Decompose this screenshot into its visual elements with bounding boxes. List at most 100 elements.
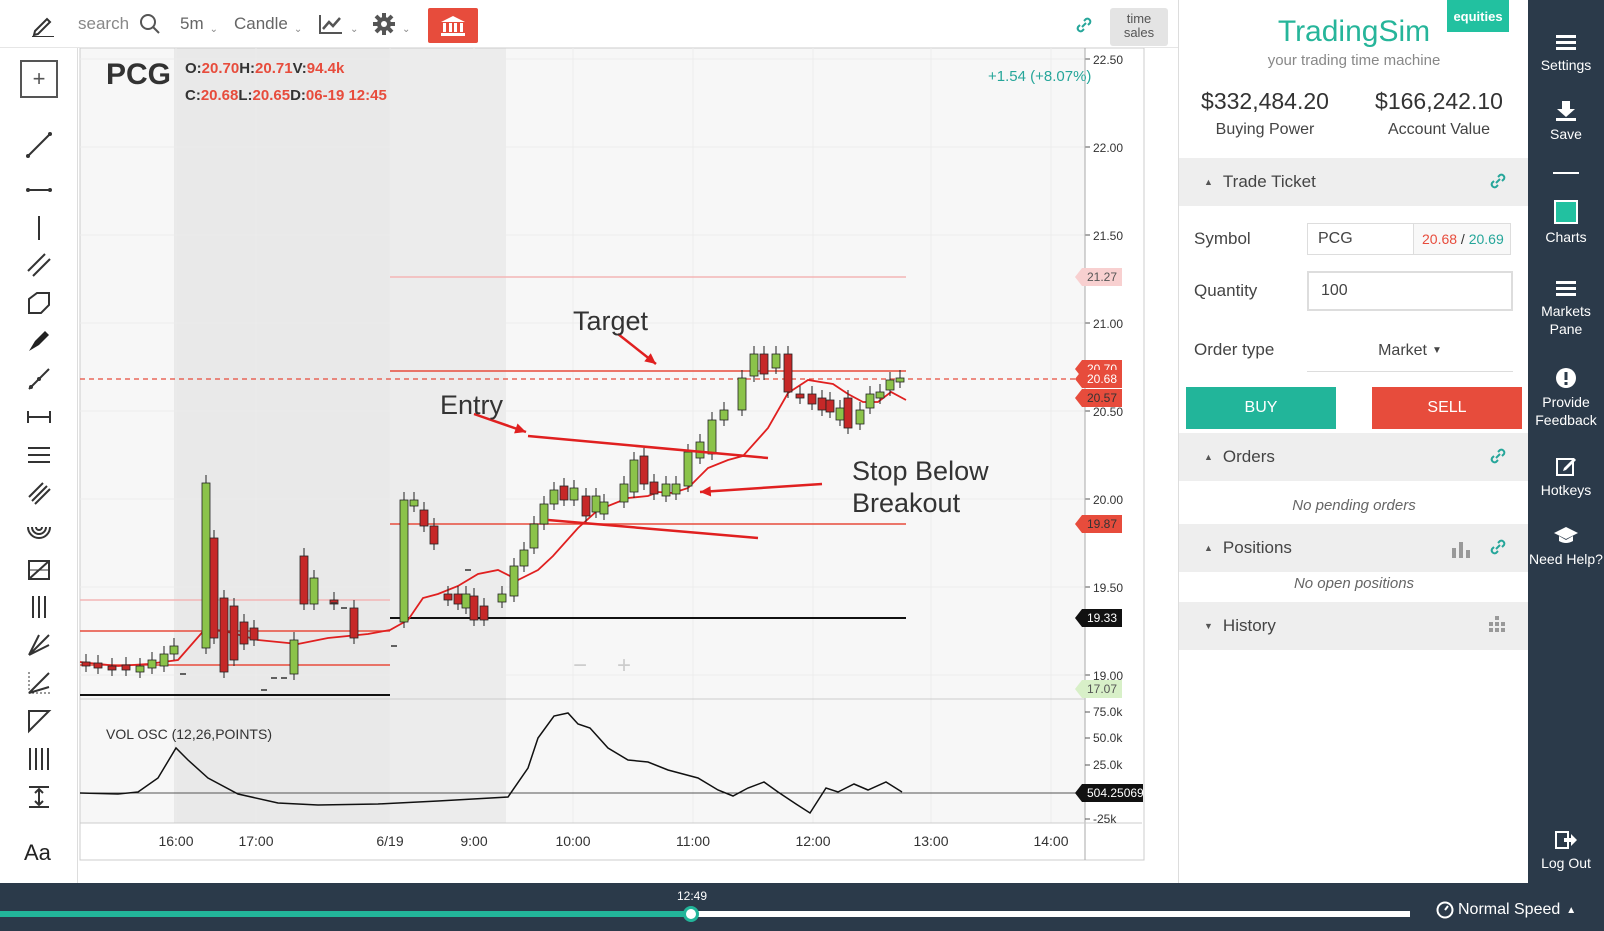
vertical-line-tool-icon[interactable] bbox=[22, 211, 56, 245]
search-box[interactable]: search bbox=[78, 0, 161, 48]
nav-charts[interactable]: Charts bbox=[1528, 200, 1604, 246]
order-type-label: Order type bbox=[1194, 340, 1275, 359]
chart-type-select[interactable]: Candle ⌄ bbox=[234, 0, 302, 48]
chart-symbol: PCG bbox=[106, 58, 172, 91]
interval-select[interactable]: 5m ⌄ bbox=[180, 0, 218, 48]
candle-body bbox=[519, 549, 529, 567]
candle-body bbox=[843, 397, 853, 429]
nav-settings[interactable]: Settings bbox=[1528, 34, 1604, 74]
pencil-icon[interactable] bbox=[30, 0, 56, 48]
nav-logout-label: Log Out bbox=[1541, 855, 1591, 871]
osc-tick-label: 25.0k bbox=[1093, 758, 1123, 772]
shape-tool-icon[interactable] bbox=[22, 286, 56, 320]
price-tick-label: 21.00 bbox=[1093, 317, 1123, 331]
horizontal-ray-tool-icon[interactable] bbox=[22, 173, 56, 207]
zoom-in-button[interactable]: + bbox=[616, 652, 631, 679]
link-icon[interactable] bbox=[1489, 538, 1507, 561]
gann-box-tool-icon[interactable] bbox=[22, 552, 56, 586]
positions-header[interactable]: ▲ Positions bbox=[1179, 524, 1529, 572]
orders-header[interactable]: ▲ Orders bbox=[1179, 433, 1529, 481]
grid-icon[interactable] bbox=[1487, 616, 1507, 639]
buy-button[interactable]: BUY bbox=[1186, 387, 1336, 429]
playback-track[interactable] bbox=[0, 911, 1410, 917]
search-icon[interactable] bbox=[139, 13, 161, 35]
fib-fan-tool-icon[interactable] bbox=[22, 628, 56, 662]
triangle-tool-icon[interactable] bbox=[22, 704, 56, 738]
ray-tool-icon[interactable] bbox=[22, 362, 56, 396]
order-type-select[interactable]: Market ▼ bbox=[1307, 330, 1513, 372]
text-tool-icon[interactable]: Aa bbox=[24, 840, 51, 865]
brush-tool-icon[interactable] bbox=[22, 324, 56, 358]
nav-divider bbox=[1553, 172, 1579, 174]
bar-chart-icon[interactable] bbox=[1451, 540, 1471, 563]
stop-arrow bbox=[699, 482, 823, 494]
crosshair-tool-icon[interactable]: + bbox=[20, 60, 58, 98]
zoom-controls: − + bbox=[558, 648, 646, 684]
indicators-button[interactable]: ⌄ bbox=[318, 0, 358, 48]
candle-body bbox=[759, 353, 769, 375]
fib-speed-tool-icon[interactable] bbox=[22, 666, 56, 700]
indicator-label: VOL OSC (12,26,POINTS) bbox=[106, 726, 272, 742]
vertical-lines-tool-icon[interactable] bbox=[22, 590, 56, 624]
annotation-stop-2: Breakout bbox=[852, 488, 961, 518]
nav-save[interactable]: Save bbox=[1528, 101, 1604, 143]
price-tick-label: 20.50 bbox=[1093, 405, 1123, 419]
symbol-value[interactable]: PCG bbox=[1308, 224, 1414, 254]
speed-select[interactable]: Normal Speed ▲ bbox=[1436, 901, 1576, 919]
search-input[interactable]: search bbox=[78, 14, 130, 33]
chart-canvas[interactable]: 22.50 22.00 21.50 21.00 20.50 20.00 19.50 19.00… bbox=[78, 48, 1176, 883]
price-badge: 20.57 bbox=[1075, 389, 1122, 407]
nav-hotkeys[interactable]: Hotkeys bbox=[1528, 455, 1604, 499]
time-tick-label: 9:00 bbox=[460, 833, 487, 849]
price-range-tool-icon[interactable] bbox=[22, 780, 56, 814]
bank-button[interactable] bbox=[428, 8, 478, 43]
cycle-lines-tool-icon[interactable] bbox=[22, 742, 56, 776]
link-icon[interactable] bbox=[1489, 447, 1507, 470]
buying-power-label: Buying Power bbox=[1215, 121, 1315, 138]
horizontal-lines-tool-icon[interactable] bbox=[22, 438, 56, 472]
candle-body bbox=[875, 391, 885, 399]
candle-body bbox=[299, 555, 309, 605]
equities-badge[interactable]: equities bbox=[1447, 0, 1509, 32]
price-chart[interactable]: 22.50 22.00 21.50 21.00 20.50 20.00 19.50 19.00… bbox=[78, 48, 1176, 883]
candle-body bbox=[639, 455, 649, 485]
arc-tool-icon[interactable] bbox=[22, 514, 56, 548]
nav-feedback[interactable]: Provide Feedback bbox=[1528, 367, 1604, 429]
candle-body bbox=[289, 639, 299, 675]
price-tick-label: 22.00 bbox=[1093, 141, 1123, 155]
candle-body bbox=[249, 627, 259, 641]
trendline-tool-icon[interactable] bbox=[22, 128, 56, 162]
pitchfork-tool-icon[interactable] bbox=[22, 476, 56, 510]
nav-markets-pane[interactable]: Markets Pane bbox=[1528, 280, 1604, 338]
playback-handle[interactable] bbox=[683, 906, 699, 922]
account-value-label: Account Value bbox=[1388, 121, 1490, 138]
interval-label: 5m bbox=[180, 14, 204, 33]
time-sales-button[interactable]: time sales bbox=[1110, 8, 1168, 46]
link-icon[interactable] bbox=[1489, 172, 1507, 195]
quantity-field[interactable]: 100 bbox=[1307, 271, 1513, 311]
nav-logout[interactable]: Log Out bbox=[1528, 830, 1604, 872]
nav-help[interactable]: Need Help? bbox=[1528, 526, 1604, 568]
time-tick-label: 13:00 bbox=[913, 833, 948, 849]
osc-tick-label: 50.0k bbox=[1093, 731, 1123, 745]
trendline-upper bbox=[527, 434, 769, 460]
candle-body bbox=[349, 607, 359, 639]
link-icon[interactable] bbox=[1075, 16, 1093, 39]
symbol-field[interactable]: PCG 20.68 / 20.69 bbox=[1307, 223, 1511, 255]
trade-ticket-title: Trade Ticket bbox=[1222, 172, 1316, 191]
sell-button[interactable]: SELL bbox=[1372, 387, 1522, 429]
settings-gear-button[interactable]: ⌄ bbox=[372, 0, 410, 48]
time-tick-label: 14:00 bbox=[1033, 833, 1068, 849]
parallel-channel-tool-icon[interactable] bbox=[22, 248, 56, 282]
caret-down-icon: ▼ bbox=[1432, 345, 1442, 356]
price-badge-shape bbox=[1075, 515, 1122, 533]
price-badge: 19.33 bbox=[1075, 609, 1122, 627]
measure-tool-icon[interactable] bbox=[22, 400, 56, 434]
zoom-out-button[interactable]: − bbox=[572, 652, 587, 679]
playback-progress bbox=[0, 911, 691, 917]
history-header[interactable]: ▼ History bbox=[1179, 602, 1529, 650]
candle-body bbox=[453, 593, 463, 605]
candle-body bbox=[107, 665, 117, 671]
candle-body bbox=[135, 665, 145, 673]
trade-ticket-header[interactable]: ▲ Trade Ticket bbox=[1179, 158, 1529, 206]
